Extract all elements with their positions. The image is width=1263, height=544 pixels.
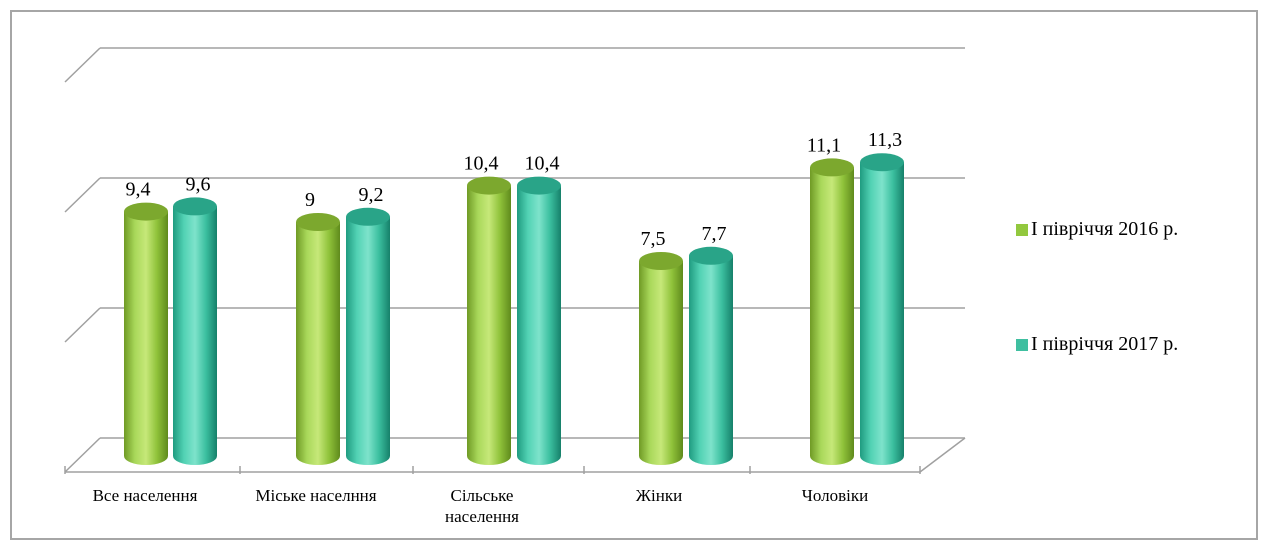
bar-2017-2 [517,185,561,465]
legend-swatch-2017 [1016,338,1028,351]
bar-2017-4 [860,162,904,465]
bar-2016-3 [639,261,683,465]
floor-right-edge [919,437,966,473]
bar-top-2016-3 [639,252,683,270]
data-label-2017-0: 9,6 [186,173,211,195]
side-wall-line [64,437,101,473]
bar-2016-2 [467,185,511,465]
bar-2016-0 [124,211,168,465]
bar-top-2016-0 [124,202,168,221]
bar-2016-4 [810,167,854,465]
x-tick-label-rural-population: Сільське населення [445,486,519,526]
x-tick-label-women: Жінки [635,486,683,505]
data-label-2016-3: 7,5 [641,228,666,250]
bar-top-2017-4 [860,153,904,172]
bar-2017-1 [346,216,390,465]
bar-top-2016-1 [296,213,340,231]
data-label-2017-4: 11,3 [868,129,902,151]
legend-label-2016: І півріччя 2016 р. [1031,218,1179,240]
side-wall-line [64,177,101,213]
legend-item-2017: І півріччя 2017 р. [1016,333,1178,356]
data-label-2016-4: 11,1 [807,134,841,156]
side-wall-line [64,307,101,343]
bar-top-2017-1 [346,207,390,226]
data-labels: 9,4 9 10,4 7,5 11,1 9,6 9,2 10,4 7,7 11,3 [126,129,903,250]
data-label-2016-1: 9 [305,189,315,211]
bar-top-2017-0 [173,197,217,216]
chart-frame [10,10,1258,540]
bar-top-2017-3 [689,246,733,265]
bar-top-2017-2 [517,176,561,195]
bar-top-2016-2 [467,176,511,195]
data-label-2016-2: 10,4 [464,153,499,175]
data-label-2017-2: 10,4 [525,153,560,175]
data-label-2016-0: 9,4 [126,179,151,201]
legend-label-2017: І півріччя 2017 р. [1031,333,1179,355]
data-label-2017-1: 9,2 [359,184,384,206]
x-tick-label-men: Чоловіки [801,486,869,505]
bar-top-2016-4 [810,158,854,177]
bar-2017-0 [173,206,217,465]
legend-item-2016: І півріччя 2016 р. [1016,218,1178,241]
legend-swatch-2016 [1016,223,1028,236]
bar-2016-1 [296,222,340,465]
x-tick-label-urban-population: Міське населння [255,486,377,505]
data-label-2017-3: 7,7 [702,223,727,245]
bar-2017-3 [689,255,733,465]
x-tick-label-all-population: Все населення [92,486,198,505]
bars [124,153,904,465]
side-wall-line [64,47,101,83]
